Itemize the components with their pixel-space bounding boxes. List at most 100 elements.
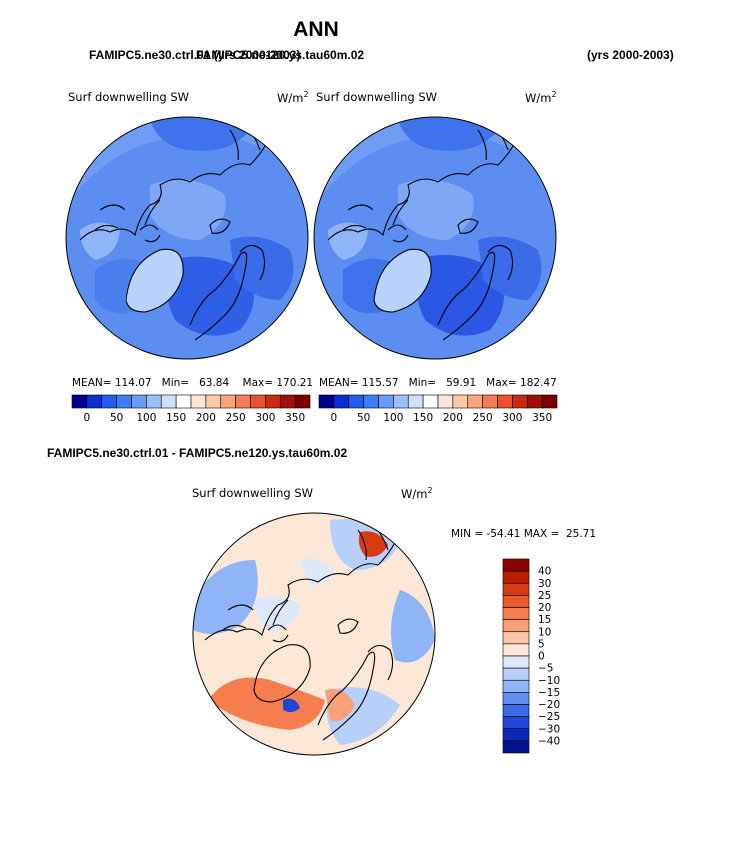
- panel2-map: [313, 116, 557, 360]
- colorbar-swatch: [502, 643, 530, 657]
- panel3-map: [192, 512, 436, 756]
- colorbar-swatch: [502, 728, 530, 742]
- colorbar-level-label: −30: [538, 723, 560, 735]
- colorbar-swatch: [502, 655, 530, 669]
- colorbar-swatch: [502, 558, 530, 572]
- colorbar-swatch: [407, 394, 424, 409]
- panel1-map-border: [65, 116, 309, 360]
- panel3-field-label: Surf downwelling SW: [192, 486, 314, 500]
- panel1-units-exponent: 2: [303, 90, 309, 99]
- colorbar-tick-label: 0: [331, 412, 338, 424]
- panel1-mean-value: 114.07: [114, 377, 152, 389]
- colorbar-tick-label: 100: [136, 412, 156, 424]
- panel3-scandinavia-neg: [283, 698, 300, 713]
- colorbar-tick-label: 150: [413, 412, 433, 424]
- panel2-mean-value: 115.57: [361, 377, 399, 389]
- colorbar-swatch: [71, 394, 88, 409]
- colorbar-level-label: 40: [538, 566, 551, 578]
- panel2-units-label: W/m2: [525, 90, 557, 105]
- panel3-units-exponent: 2: [427, 486, 433, 495]
- colorbar-swatch: [279, 394, 296, 409]
- colorbar-swatch: [235, 394, 251, 409]
- colorbar-swatch: [294, 394, 311, 409]
- colorbar-tick-label: 250: [226, 412, 246, 424]
- colorbar-swatch: [101, 394, 117, 409]
- colorbar-swatch: [116, 394, 132, 409]
- colorbar-swatch: [482, 394, 498, 409]
- panel2-stats: MEAN= 115.57 Min= 59.91 Max= 182.47: [319, 377, 557, 389]
- panel1-europe-low: [166, 256, 254, 336]
- colorbar-swatch: [502, 716, 530, 730]
- panel1-pacific-low: [150, 117, 250, 151]
- panel2-mean-label: MEAN=: [319, 377, 359, 389]
- panel2-colorbar: 0 50 100 150 200 250 300 350: [318, 394, 558, 424]
- colorbar-swatch: [363, 394, 379, 409]
- colorbar-swatch: [146, 394, 162, 409]
- colorbar-swatch: [526, 394, 543, 409]
- colorbar-swatch: [497, 394, 513, 409]
- colorbar-swatch: [452, 394, 469, 409]
- panel2-units-text: W/m: [525, 90, 552, 105]
- panel2-max-label: Max=: [486, 377, 517, 389]
- colorbar-level-label: −15: [538, 687, 560, 699]
- panel2-min-label: Min=: [408, 377, 437, 389]
- main-title: ANN: [293, 18, 339, 41]
- panel3-units-label: W/m2: [401, 486, 433, 501]
- colorbar-tick-label: 300: [255, 412, 275, 424]
- colorbar-tick-label: 50: [357, 412, 370, 424]
- difference-caption: FAMIPC5.ne30.ctrl.01 - FAMIPC5.ne120.ys.…: [47, 446, 348, 460]
- colorbar-swatch: [502, 619, 530, 633]
- panel1-stats: MEAN= 114.07 Min= 63.84 Max= 170.21: [72, 377, 313, 389]
- colorbar-swatch: [333, 394, 350, 409]
- colorbar-swatch: [131, 394, 147, 409]
- panel3-max-label: MAX =: [523, 528, 560, 540]
- panel3-arctic-neg: [300, 558, 335, 585]
- panel1-units-text: W/m: [277, 90, 304, 105]
- colorbar-swatch: [378, 394, 394, 409]
- colorbar-swatch: [502, 607, 530, 620]
- panel1-arctic-pale: [150, 179, 226, 240]
- colorbar-level-label: 20: [538, 602, 551, 614]
- panel1-coastlines: [79, 124, 271, 341]
- colorbar-tick-label: 100: [383, 412, 403, 424]
- colorbar-swatch: [502, 582, 530, 596]
- colorbar-swatch: [250, 394, 266, 409]
- colorbar-swatch: [190, 394, 207, 409]
- colorbar-level-label: −40: [538, 735, 560, 747]
- panel3-atlantic-neg: [193, 560, 258, 634]
- colorbar-swatch: [512, 394, 528, 409]
- colorbar-level-label: 10: [538, 626, 551, 638]
- colorbar-tick-label: 0: [84, 412, 91, 424]
- colorbar-level-label: −5: [538, 663, 553, 675]
- panel2-units-exponent: 2: [551, 90, 557, 99]
- colorbar-level-label: 5: [538, 638, 545, 650]
- colorbar-swatch: [502, 570, 530, 584]
- colorbar-tick-label: 350: [532, 412, 552, 424]
- colorbar-tick-label: 250: [473, 412, 493, 424]
- colorbar-swatch: [205, 394, 222, 409]
- colorbar-level-label: 30: [538, 578, 551, 590]
- colorbar-swatch: [502, 704, 530, 717]
- colorbar-swatch: [422, 394, 439, 409]
- colorbar-swatch: [541, 394, 558, 409]
- colorbar-swatch: [437, 394, 454, 409]
- colorbar-swatch: [318, 394, 335, 409]
- panel3-min-label: MIN =: [451, 528, 484, 540]
- panel1-max-value: 170.21: [276, 377, 314, 389]
- panel2-map-border: [313, 116, 557, 360]
- colorbar-swatch: [502, 631, 530, 645]
- panel2-greenland-bright: [374, 249, 432, 312]
- top-left-caption-overlay: FAMIPC5.ne120.ys.tau60m.02: [196, 48, 365, 62]
- colorbar-tick-label: 200: [196, 412, 216, 424]
- colorbar-swatch: [467, 394, 483, 409]
- colorbar-swatch: [393, 394, 409, 409]
- panel3-stats: MIN = -54.41 MAX = 25.71: [451, 528, 596, 540]
- panel1-map: [65, 116, 309, 360]
- panel3-units-text: W/m: [401, 486, 428, 501]
- panel2-pacific-low: [398, 117, 498, 151]
- colorbar-tick-label: 300: [502, 412, 522, 424]
- colorbar-swatch: [502, 667, 530, 681]
- colorbar-tick-label: 50: [110, 412, 123, 424]
